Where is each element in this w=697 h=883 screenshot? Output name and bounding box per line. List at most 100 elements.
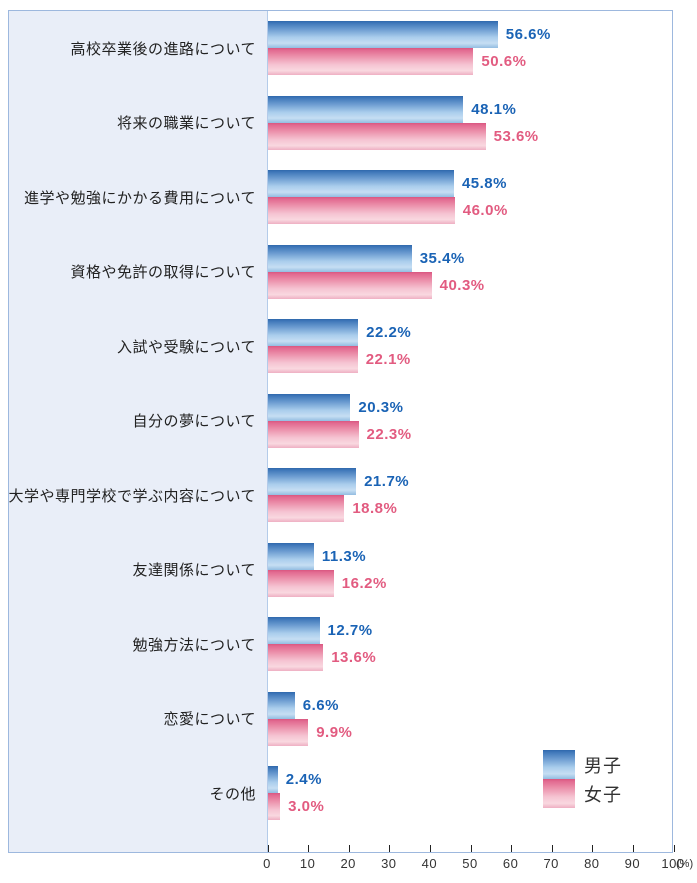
female-bar-line: 46.0%: [268, 197, 672, 225]
female-bar: [268, 569, 334, 597]
bar-pair: 22.2% 22.1%: [268, 309, 672, 384]
category-label: 大学や専門学校で学ぶ内容について: [8, 487, 256, 505]
axis-tick-label: 60: [502, 856, 519, 871]
axis-tick: [429, 845, 431, 852]
male-value-label: 22.2%: [366, 324, 412, 342]
female-bar: [268, 718, 309, 746]
axis-tick-label: 90: [624, 856, 641, 871]
bar-pair: 35.4% 40.3%: [268, 235, 672, 310]
male-bar-line: 2.4%: [268, 766, 672, 794]
male-value-label: 6.6%: [302, 696, 339, 714]
legend-item-male: 男子: [543, 750, 622, 779]
category-label: 資格や免許の取得について: [70, 264, 256, 282]
bar-pair: 2.4% 3.0%: [268, 756, 672, 831]
female-bar: [268, 644, 324, 672]
axis-tick: [632, 845, 634, 852]
male-bar-line: 48.1%: [268, 95, 672, 123]
axis-tick-label: 50: [462, 856, 478, 871]
category-label: 恋愛について: [163, 711, 256, 729]
axis-tick: [592, 845, 594, 852]
female-bar: [268, 271, 432, 299]
bar-pair: 21.7% 18.8%: [268, 458, 672, 533]
female-bar-line: 40.3%: [268, 271, 672, 299]
axis-tick: [389, 845, 391, 852]
male-bar: [268, 468, 357, 496]
male-bar: [268, 691, 295, 719]
chart-row: 入試や受験について 22.2% 22.1%: [9, 309, 672, 384]
male-value-label: 21.7%: [364, 473, 410, 491]
male-bar: [268, 766, 278, 794]
male-bar-line: 56.6%: [268, 21, 672, 49]
female-bar-line: 3.0%: [268, 793, 672, 821]
category-label: 進学や勉強にかかる費用について: [23, 189, 256, 207]
female-bar: [268, 346, 358, 374]
chart-row: 勉強方法について 12.7% 13.6%: [9, 607, 672, 682]
male-bar: [268, 244, 412, 272]
female-color-swatch: [543, 779, 575, 808]
axis-tick-label: 100: [661, 856, 685, 871]
axis-tick: [308, 845, 310, 852]
chart-row: 高校卒業後の進路について 56.6% 50.6%: [9, 11, 672, 86]
male-bar: [268, 393, 351, 421]
category-label: 高校卒業後の進路について: [70, 40, 256, 58]
x-axis-labels: 0 10 20 30 40 50 60 70 80 90 100: [0, 856, 697, 876]
bar-rows: 高校卒業後の進路について 56.6% 50.6% 将来の職業について 48.1%…: [8, 11, 672, 831]
axis-tick-label: 80: [584, 856, 600, 871]
female-bar-line: 50.6%: [268, 48, 672, 76]
female-bar: [268, 48, 474, 76]
female-bar: [268, 495, 345, 523]
chart-row: 自分の夢について 20.3% 22.3%: [9, 384, 672, 459]
male-bar-line: 11.3%: [268, 542, 672, 570]
legend: 男子 女子: [543, 750, 622, 808]
category-label: その他: [209, 785, 256, 803]
bar-pair: 6.6% 9.9%: [268, 682, 672, 757]
female-value-label: 50.6%: [481, 53, 527, 71]
axis-tick: [551, 845, 553, 852]
female-value-label: 16.2%: [341, 574, 387, 592]
legend-label-male: 男子: [584, 755, 622, 776]
female-value-label: 3.0%: [288, 798, 325, 816]
male-bar-line: 45.8%: [268, 170, 672, 198]
chart-row: 友達関係について 11.3% 16.2%: [9, 533, 672, 608]
chart-row: その他 2.4% 3.0%: [9, 756, 672, 831]
female-bar-line: 13.6%: [268, 644, 672, 672]
male-value-label: 45.8%: [461, 175, 507, 193]
bar-pair: 20.3% 22.3%: [268, 384, 672, 459]
bar-pair: 11.3% 16.2%: [268, 533, 672, 608]
bar-pair: 12.7% 13.6%: [268, 607, 672, 682]
axis-tick-label: 30: [381, 856, 397, 871]
female-bar: [268, 197, 455, 225]
legend-item-female: 女子: [543, 779, 622, 808]
male-bar: [268, 21, 498, 49]
male-bar-line: 22.2%: [268, 319, 672, 347]
male-bar: [268, 617, 320, 645]
female-bar-line: 22.3%: [268, 420, 672, 448]
male-bar: [268, 95, 464, 123]
female-value-label: 18.8%: [352, 500, 398, 518]
male-bar: [268, 542, 314, 570]
female-value-label: 46.0%: [462, 202, 508, 220]
female-value-label: 22.1%: [365, 351, 411, 369]
axis-tick-label: 0: [263, 856, 271, 871]
axis-tick-label: 40: [421, 856, 438, 871]
female-value-label: 22.3%: [366, 425, 412, 443]
axis-tick: [348, 845, 350, 852]
male-value-label: 48.1%: [471, 100, 517, 118]
chart-row: 大学や専門学校で学ぶ内容について 21.7% 18.8%: [8, 458, 672, 533]
chart-row: 資格や免許の取得について 35.4% 40.3%: [9, 235, 672, 310]
female-value-label: 40.3%: [439, 276, 485, 294]
x-axis-unit-label: (%): [676, 858, 694, 870]
female-value-label: 13.6%: [331, 649, 377, 667]
chart-row: 将来の職業について 48.1% 53.6%: [9, 86, 672, 161]
legend-label-female: 女子: [584, 784, 622, 805]
female-bar: [268, 420, 359, 448]
axis-tick: [673, 845, 675, 852]
female-bar: [268, 793, 281, 821]
male-bar-line: 12.7%: [268, 617, 672, 645]
male-bar-line: 20.3%: [268, 393, 672, 421]
female-value-label: 53.6%: [493, 127, 539, 145]
category-label-panel: [9, 11, 268, 852]
male-bar-line: 6.6%: [268, 691, 672, 719]
male-value-label: 2.4%: [285, 771, 322, 789]
female-bar-line: 16.2%: [268, 569, 672, 597]
